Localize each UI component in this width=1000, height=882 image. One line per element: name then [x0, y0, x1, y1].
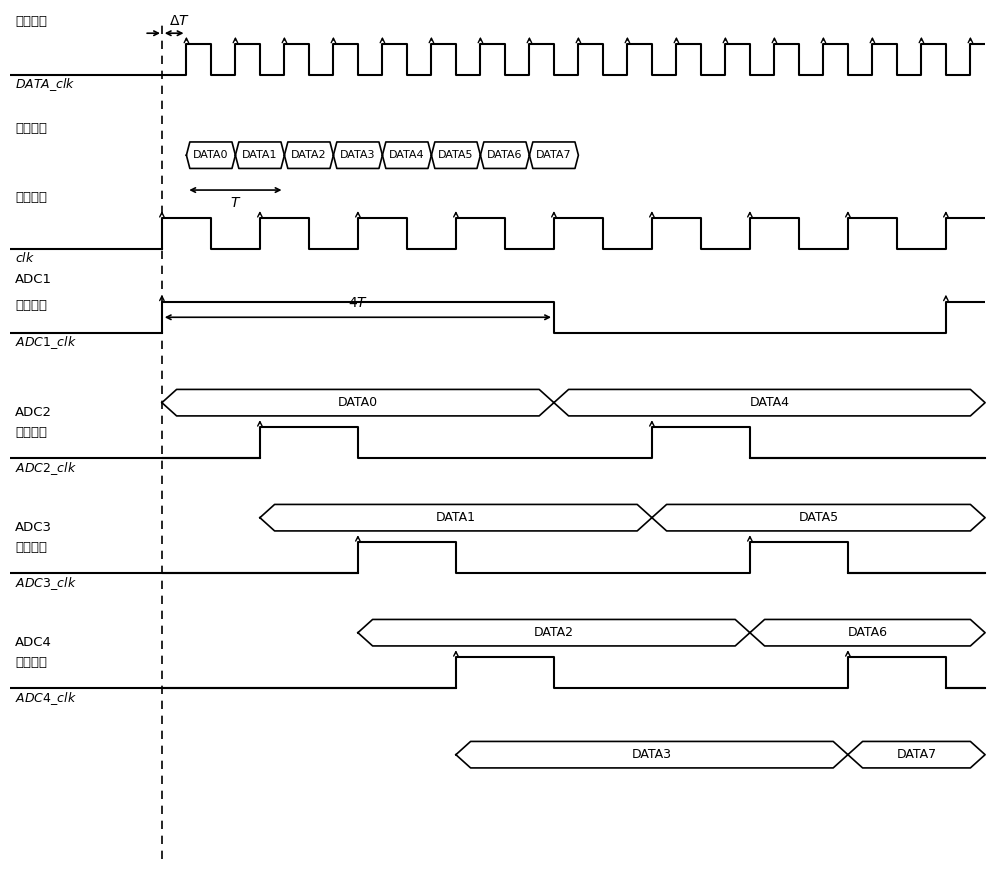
Text: $DATA\_clk$: $DATA\_clk$	[15, 77, 76, 93]
Text: 采样时钟: 采样时钟	[15, 542, 47, 554]
Text: DATA3: DATA3	[632, 748, 672, 761]
Text: 采样时钟: 采样时钟	[15, 426, 47, 439]
Text: $ADC4\_clk$: $ADC4\_clk$	[15, 690, 77, 706]
Text: DATA3: DATA3	[340, 150, 376, 161]
Text: DATA1: DATA1	[436, 512, 476, 524]
Text: $T$: $T$	[230, 196, 241, 210]
Text: DATA5: DATA5	[438, 150, 474, 161]
Text: DATA0: DATA0	[193, 150, 229, 161]
Text: DATA7: DATA7	[536, 150, 572, 161]
Text: $ADC1\_clk$: $ADC1\_clk$	[15, 334, 77, 351]
Text: $\Delta T$: $\Delta T$	[169, 14, 189, 28]
Text: DATA2: DATA2	[534, 626, 574, 639]
Text: 系统时钟: 系统时钟	[15, 191, 47, 204]
Text: DATA6: DATA6	[487, 150, 523, 161]
Text: $4T$: $4T$	[348, 296, 368, 310]
Text: DATA6: DATA6	[848, 626, 888, 639]
Text: DATA0: DATA0	[338, 396, 378, 409]
Text: DATA4: DATA4	[750, 396, 790, 409]
Text: ADC1: ADC1	[15, 273, 52, 287]
Text: 采样时钟: 采样时钟	[15, 656, 47, 669]
Text: ADC4: ADC4	[15, 636, 52, 649]
Text: 采样时钟: 采样时钟	[15, 299, 47, 311]
Text: 数据拼合: 数据拼合	[15, 122, 47, 135]
Text: $ADC3\_clk$: $ADC3\_clk$	[15, 575, 77, 592]
Text: DATA1: DATA1	[242, 150, 278, 161]
Text: $clk$: $clk$	[15, 250, 35, 265]
Text: DATA2: DATA2	[291, 150, 327, 161]
Text: 数据时钟: 数据时钟	[15, 15, 47, 28]
Text: DATA4: DATA4	[389, 150, 425, 161]
Text: DATA7: DATA7	[896, 748, 937, 761]
Text: $ADC2\_clk$: $ADC2\_clk$	[15, 460, 77, 477]
Text: ADC2: ADC2	[15, 406, 52, 419]
Text: ADC3: ADC3	[15, 520, 52, 534]
Text: DATA5: DATA5	[798, 512, 839, 524]
